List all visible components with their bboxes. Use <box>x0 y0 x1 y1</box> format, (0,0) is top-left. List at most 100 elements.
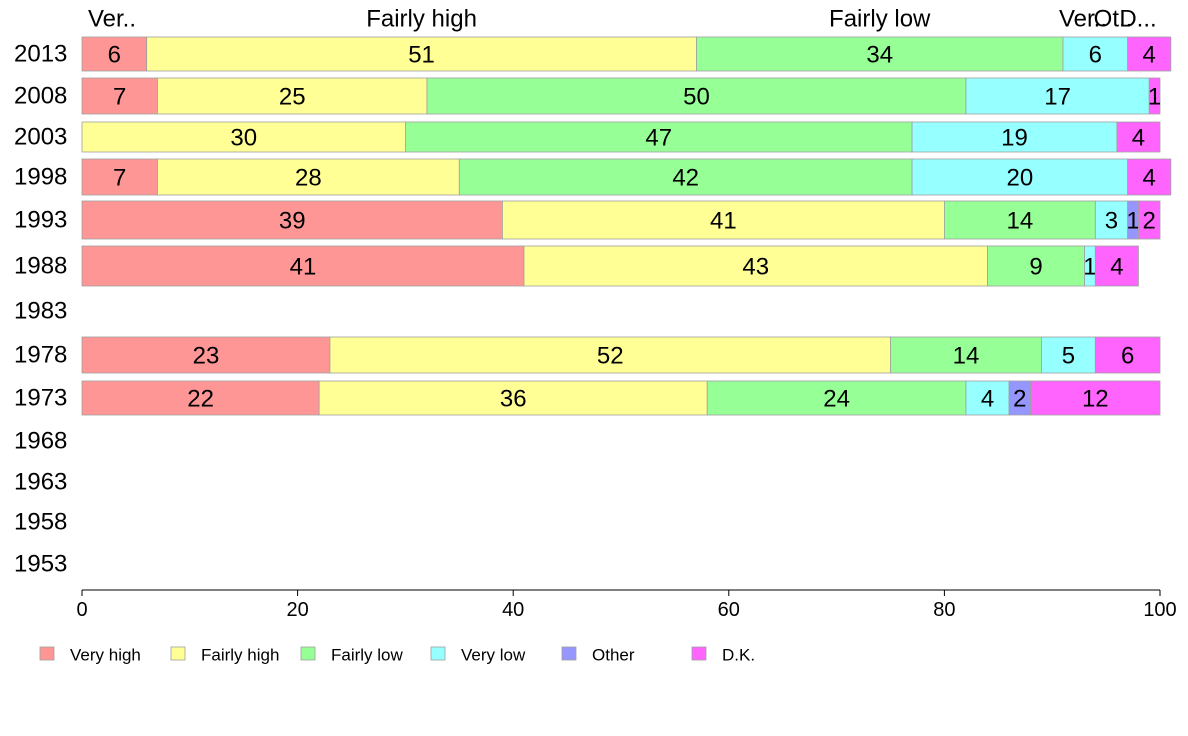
x-tick-label-60: 60 <box>718 599 740 621</box>
data-label-1973-other: 2 <box>1013 386 1026 413</box>
bar-1993-very-high <box>81 200 503 240</box>
bar-1988-very-high <box>81 245 525 287</box>
bar-1998-very-high <box>81 158 158 196</box>
bar-1988-fairly-low <box>987 245 1085 287</box>
data-label-1973-fairly-high: 36 <box>500 386 527 413</box>
bar-2013-very-high <box>81 36 148 72</box>
category-label-1968: 1968 <box>14 428 67 455</box>
x-tick-label-0: 0 <box>76 599 87 621</box>
data-label-1993-very-high: 39 <box>279 208 306 235</box>
legend-swatch-very-low <box>430 646 446 661</box>
bar-2008-fairly-low <box>426 77 967 115</box>
data-label-2003-fairly-low: 47 <box>645 125 672 152</box>
data-label-1978-fairly-low: 14 <box>953 343 980 370</box>
category-label-1963: 1963 <box>14 469 67 496</box>
data-label-1988-d-k-: 4 <box>1110 254 1123 281</box>
top-label-d-k-: D... <box>1119 6 1156 33</box>
data-label-2013-fairly-high: 51 <box>408 42 435 69</box>
data-label-1998-very-low: 20 <box>1007 165 1034 192</box>
data-label-2013-fairly-low: 34 <box>866 42 893 69</box>
legend-label-very-low: Very low <box>461 646 526 665</box>
data-label-2013-d-k-: 4 <box>1143 42 1156 69</box>
data-label-1973-very-low: 4 <box>981 386 994 413</box>
bar-1978-very-high <box>81 336 331 374</box>
category-labels: 2013 2008 2003 1998 1993 1988 1983 1978 1973 1968… <box>14 41 67 578</box>
data-label-1978-very-low: 5 <box>1062 343 1075 370</box>
bar-1973-fairly-high <box>318 380 708 416</box>
data-label-2008-very-low: 17 <box>1044 84 1071 111</box>
legend-swatch-d-k- <box>691 646 707 661</box>
data-label-1988-fairly-high: 43 <box>742 254 769 281</box>
legend-label-fairly-high: Fairly high <box>201 646 279 665</box>
legend: Very high Fairly high Fairly low Very low Ot… <box>39 646 755 665</box>
top-series-labels: Ver.. Fairly high Fairly low Ver..Ot..D... <box>88 6 1157 33</box>
data-label-1988-fairly-low: 9 <box>1029 254 1042 281</box>
legend-label-d-k-: D.K. <box>722 646 755 665</box>
data-label-2003-very-low: 19 <box>1001 125 1028 152</box>
data-label-1993-very-low: 3 <box>1105 208 1118 235</box>
data-label-2003-fairly-high: 30 <box>230 125 257 152</box>
top-label-very-low: Ver.. <box>1059 6 1107 33</box>
data-label-1988-very-low: 1 <box>1083 254 1096 281</box>
data-label-2008-d-k-: 1 <box>1148 84 1161 111</box>
category-label-2013: 2013 <box>14 41 67 68</box>
legend-label-other: Other <box>592 646 635 665</box>
category-label-1958: 1958 <box>14 509 67 536</box>
category-label-1998: 1998 <box>14 164 67 191</box>
top-label-fairly-low: Fairly low <box>829 6 931 33</box>
data-label-1978-d-k-: 6 <box>1121 343 1134 370</box>
bar-2008-d-k- <box>1148 77 1161 115</box>
bar-2008-very-high <box>81 77 158 115</box>
data-label-1998-fairly-high: 28 <box>295 165 322 192</box>
bar-1998-fairly-high <box>157 158 460 196</box>
data-label-1998-fairly-low: 42 <box>672 165 699 192</box>
legend-swatch-fairly-low <box>300 646 316 661</box>
category-label-2003: 2003 <box>14 124 67 151</box>
bar-2008-fairly-high <box>157 77 428 115</box>
bar-1973-very-low <box>965 380 1010 416</box>
x-tick-label-20: 20 <box>286 599 308 621</box>
x-tick-label-80: 80 <box>933 599 955 621</box>
x-tick-label-100: 100 <box>1143 599 1176 621</box>
x-axis: 0 20 40 60 80 100 <box>76 589 1177 621</box>
top-label-fairly-high: Fairly high <box>366 6 477 33</box>
data-label-1973-fairly-low: 24 <box>823 386 850 413</box>
data-label-1978-very-high: 23 <box>193 343 220 370</box>
data-label-1998-d-k-: 4 <box>1143 165 1156 192</box>
bars-layer: 6 51 34 6 47 25 50 17 130 47 19 47 28 42 20 439 41 14 3 1 24… <box>81 36 1172 416</box>
data-label-2013-very-high: 6 <box>108 42 121 69</box>
bar-2008-very-low <box>965 77 1150 115</box>
bar-2003-fairly-low <box>404 121 913 153</box>
legend-swatch-very-high <box>39 646 55 661</box>
bar-1993-very-low <box>1094 200 1129 240</box>
data-label-1993-fairly-low: 14 <box>1007 208 1034 235</box>
data-label-1998-very-high: 7 <box>113 165 126 192</box>
data-label-2003-d-k-: 4 <box>1132 125 1145 152</box>
data-label-2008-very-high: 7 <box>113 84 126 111</box>
bar-1973-very-high <box>81 380 320 416</box>
bar-1978-fairly-high <box>329 336 891 374</box>
bar-1973-fairly-low <box>706 380 967 416</box>
data-label-1973-very-high: 22 <box>187 386 214 413</box>
bar-2013-fairly-low <box>696 36 1064 72</box>
bar-1988-d-k- <box>1094 245 1139 287</box>
bar-2013-fairly-high <box>146 36 697 72</box>
category-label-1978: 1978 <box>14 342 67 369</box>
legend-label-very-high: Very high <box>70 646 141 665</box>
bar-2003-fairly-high <box>81 121 406 153</box>
data-label-2013-very-low: 6 <box>1089 42 1102 69</box>
category-label-1993: 1993 <box>14 207 67 234</box>
data-label-1973-d-k-: 12 <box>1082 386 1109 413</box>
top-label-other: Ot.. <box>1094 6 1133 33</box>
x-tick-label-40: 40 <box>502 599 524 621</box>
top-label-very-high: Ver.. <box>88 6 136 33</box>
bar-1993-d-k- <box>1138 200 1161 240</box>
bar-1978-fairly-low <box>890 336 1042 374</box>
category-label-1988: 1988 <box>14 253 67 280</box>
category-label-1983: 1983 <box>14 298 67 325</box>
legend-label-fairly-low: Fairly low <box>331 646 404 665</box>
data-label-1978-fairly-high: 52 <box>597 343 624 370</box>
data-label-1988-very-high: 41 <box>290 254 317 281</box>
legend-swatch-other <box>561 646 577 661</box>
